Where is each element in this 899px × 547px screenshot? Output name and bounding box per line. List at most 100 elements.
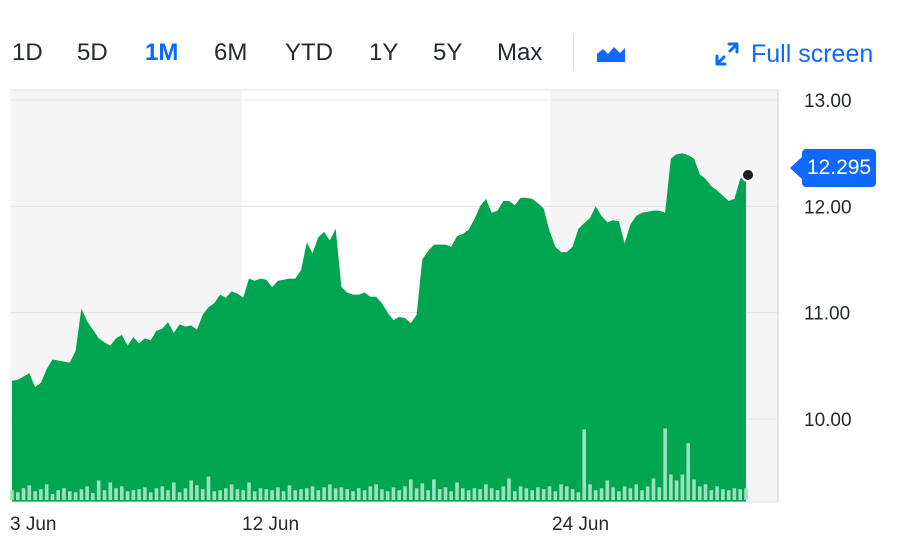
volume-bar: [79, 489, 84, 500]
range-1d-button[interactable]: 1D: [12, 39, 43, 66]
volume-bar: [195, 485, 199, 500]
price-tag-value: 12.295: [806, 156, 872, 179]
volume-bar: [495, 490, 500, 500]
price-tag-body: [802, 149, 876, 187]
volume-bar: [258, 488, 263, 500]
volume-bar: [148, 492, 153, 500]
volume-bar: [91, 493, 95, 500]
volume-bar: [559, 484, 563, 500]
volume-bar: [518, 486, 523, 500]
volume-bar: [553, 491, 558, 500]
volume-bar: [287, 485, 292, 500]
volume-bar: [143, 487, 147, 500]
volume-bar: [200, 489, 205, 500]
volume-bar: [524, 488, 529, 500]
volume-bar: [484, 484, 488, 500]
volume-bar: [10, 490, 14, 500]
volume-bar: [73, 492, 78, 500]
volume-bar: [108, 482, 113, 500]
volume-bar: [21, 488, 26, 500]
volume-bar: [588, 484, 592, 500]
volume-bar: [726, 490, 731, 500]
volume-bar: [27, 485, 32, 500]
last-price-dot: [741, 167, 755, 182]
volume-bar: [114, 488, 118, 500]
volume-bar: [414, 488, 419, 500]
volume-bar: [593, 490, 598, 500]
volume-bar: [252, 491, 257, 500]
volume-bar: [709, 490, 714, 500]
range-1m-button[interactable]: 1M: [145, 39, 179, 66]
volume-bar: [368, 486, 373, 500]
volume-bar: [466, 490, 471, 500]
volume-bar: [137, 489, 141, 500]
volume-bar: [403, 486, 407, 500]
volume-bar: [224, 488, 228, 500]
volume-bar: [703, 484, 708, 500]
volume-bar: [189, 480, 193, 500]
range-ytd-button[interactable]: YTD: [285, 39, 333, 66]
volume-bar: [686, 443, 690, 500]
volume-bar: [276, 487, 280, 500]
volume-bar: [443, 487, 448, 500]
volume-bar: [617, 491, 621, 500]
y-axis-ticks: 10.00 11.00 12.00 13.00: [804, 91, 852, 431]
current-price-tag: 12.295: [790, 149, 876, 187]
range-6m-button[interactable]: 6M: [214, 39, 248, 66]
volume-bar: [247, 482, 251, 500]
range-5d-button[interactable]: 5D: [77, 39, 108, 66]
volume-bar: [397, 490, 401, 500]
volume-bar: [391, 487, 396, 500]
range-1y-button[interactable]: 1Y: [369, 39, 399, 66]
volume-bar: [96, 480, 101, 500]
volume-bar: [270, 490, 274, 500]
volume-bar: [513, 491, 517, 500]
volume-bar: [663, 428, 667, 500]
volume-bar: [461, 488, 465, 500]
volume-bar: [640, 490, 644, 500]
toolbar-divider: [573, 34, 574, 70]
volume-bar: [160, 486, 165, 500]
volume-bar: [634, 484, 638, 500]
volume-bar: [437, 489, 442, 500]
volume-bar: [322, 487, 326, 500]
volume-bar: [432, 479, 436, 500]
volume-bar: [738, 489, 742, 500]
volume-bar: [68, 491, 72, 500]
volume-bar: [426, 490, 430, 500]
volume-bar: [420, 483, 425, 500]
volume-bar: [212, 491, 217, 500]
volume-bar: [472, 488, 477, 500]
volume-bar: [674, 480, 679, 500]
volume-bar: [565, 486, 569, 500]
full-screen-label: Full screen: [751, 39, 874, 68]
volume-bar: [183, 488, 188, 500]
volume-bar: [310, 486, 315, 500]
volume-bar: [85, 486, 89, 500]
chart-type-button[interactable]: [594, 40, 628, 68]
volume-bar: [611, 487, 615, 500]
volume-bar: [125, 491, 130, 500]
volume-bar: [264, 489, 269, 500]
volume-bars: [10, 428, 748, 500]
volume-bar: [339, 487, 344, 500]
volume-bar: [380, 489, 384, 500]
volume-bar: [154, 488, 159, 500]
volume-bar: [362, 490, 367, 500]
volume-bar: [385, 491, 390, 500]
volume-bar: [44, 484, 49, 500]
volume-bar: [530, 490, 534, 500]
full-screen-button[interactable]: Full screen: [713, 38, 873, 70]
volume-bar: [120, 486, 124, 500]
volume-bar: [316, 490, 321, 500]
axes: [10, 89, 779, 503]
volume-bar: [536, 487, 540, 500]
volume-bar: [605, 480, 610, 500]
volume-bar: [50, 494, 55, 500]
range-max-button[interactable]: Max: [497, 39, 543, 66]
x-tick-label: 3 Jun: [10, 514, 56, 535]
range-5y-button[interactable]: 5Y: [433, 39, 463, 66]
volume-bar: [576, 492, 581, 500]
toolbar: 1D 5D 1M 6M YTD 1Y 5Y Max Full screen: [0, 0, 899, 90]
